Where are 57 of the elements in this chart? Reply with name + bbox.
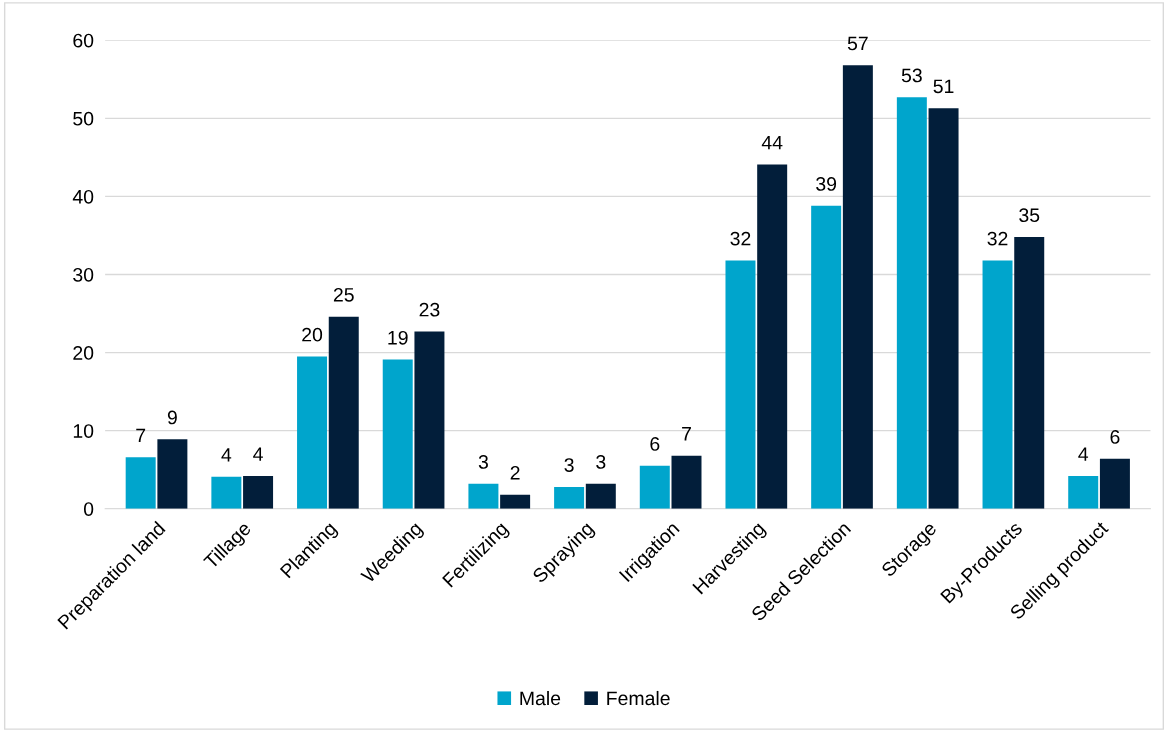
y-tick-label: 60 <box>73 33 94 48</box>
bar <box>982 260 1013 509</box>
legend-label: Female <box>607 690 670 706</box>
data-label: 19 <box>388 330 408 345</box>
bar <box>297 356 328 509</box>
bar <box>382 359 413 509</box>
bar <box>211 476 242 509</box>
bar <box>554 486 585 509</box>
data-label: 35 <box>1019 208 1040 223</box>
y-tick-label: 0 <box>83 502 94 516</box>
data-label: 32 <box>987 231 1008 246</box>
bar <box>157 439 188 509</box>
data-label: 23 <box>419 302 440 317</box>
bar <box>725 260 756 509</box>
data-label: 3 <box>564 458 574 472</box>
data-label: 32 <box>730 231 751 246</box>
data-label: 7 <box>136 428 146 443</box>
data-label: 6 <box>650 437 660 451</box>
data-label: 7 <box>682 427 691 441</box>
bar <box>842 65 873 509</box>
data-label: 4 <box>1078 447 1089 461</box>
bar <box>1068 475 1099 509</box>
y-tick-label: 20 <box>73 346 94 360</box>
data-label: 57 <box>847 36 868 51</box>
y-tick-label: 40 <box>72 189 94 204</box>
bar <box>125 457 156 509</box>
data-label: 3 <box>478 455 488 469</box>
bar <box>585 483 616 509</box>
bar <box>1099 458 1130 509</box>
bar <box>1014 237 1045 509</box>
bar <box>500 494 531 509</box>
data-label: 2 <box>510 465 520 480</box>
y-tick-label: 10 <box>73 424 94 438</box>
bar <box>757 164 788 509</box>
bar <box>328 316 359 509</box>
y-tick-label: 50 <box>73 111 94 126</box>
data-label: 9 <box>167 410 177 425</box>
data-label: 3 <box>596 455 606 469</box>
data-label: 4 <box>253 447 263 461</box>
bar <box>414 331 445 509</box>
data-label: 51 <box>933 79 954 94</box>
data-label: 6 <box>1110 430 1120 444</box>
bar <box>811 205 842 509</box>
data-label: 25 <box>333 287 354 302</box>
data-label: 20 <box>302 327 323 342</box>
data-label: 39 <box>816 177 837 191</box>
data-label: 53 <box>901 68 922 83</box>
y-tick-label: 30 <box>73 267 94 282</box>
data-label: 4 <box>221 448 232 462</box>
bar <box>468 483 499 509</box>
bar <box>928 108 959 509</box>
data-label: 44 <box>761 135 783 150</box>
bar <box>243 475 274 509</box>
bar <box>896 97 927 509</box>
bar <box>671 455 702 509</box>
legend-label: Male <box>520 690 561 706</box>
bar <box>639 465 670 509</box>
